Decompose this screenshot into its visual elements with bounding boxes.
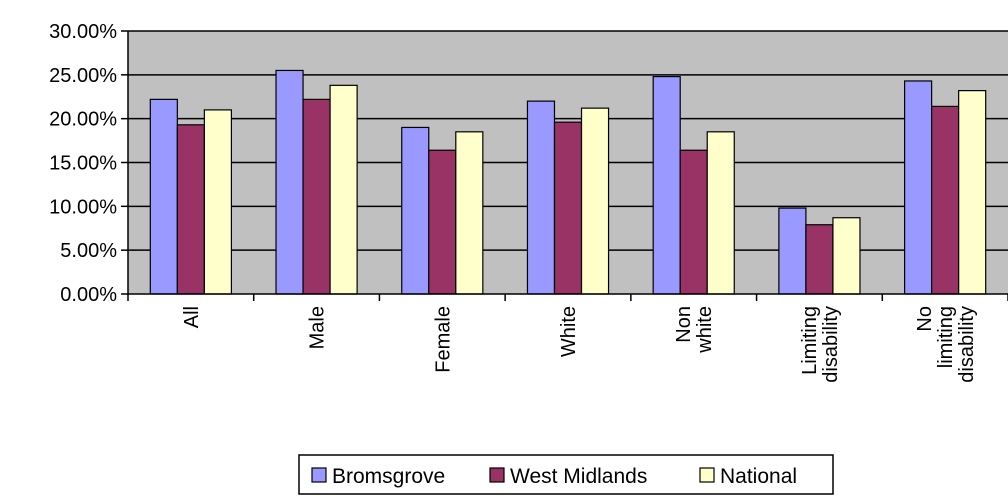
- bar-west-midlands: [679, 149, 708, 295]
- bar-west-midlands: [428, 149, 457, 295]
- x-category-label: white: [694, 306, 716, 354]
- bar-national: [455, 131, 484, 295]
- legend-swatch: [489, 467, 505, 483]
- bar-bromsgrove: [778, 207, 807, 295]
- y-tick-label: 20.00%: [49, 109, 117, 131]
- x-axis: All Male Female White Non white Limiting disabi…: [127, 293, 1008, 383]
- x-category-label: disability: [820, 306, 842, 383]
- legend-label: West Midlands: [510, 465, 647, 488]
- bar-national: [329, 84, 358, 295]
- bar-national: [832, 217, 861, 295]
- bar-national: [958, 90, 987, 295]
- bar-bromsgrove: [652, 75, 681, 295]
- legend-swatch: [699, 467, 715, 483]
- x-category-label: disability: [956, 306, 978, 383]
- y-tick-label: 25.00%: [49, 65, 117, 87]
- y-tick-label: 10.00%: [49, 196, 117, 218]
- bar-west-midlands: [302, 98, 331, 295]
- bar-bromsgrove: [526, 100, 556, 295]
- bar-west-midlands: [805, 224, 834, 295]
- bar-west-midlands: [176, 124, 205, 295]
- y-tick-label: 0.00%: [60, 284, 117, 306]
- y-tick-label: 30.00%: [49, 21, 117, 43]
- x-category-label: Limiting: [799, 306, 821, 375]
- legend-label: Bromsgrove: [332, 465, 445, 488]
- x-category-label: Non: [673, 306, 695, 343]
- x-category-label: limiting: [935, 306, 957, 368]
- legend-box: [298, 454, 834, 495]
- legend-swatch: [311, 467, 327, 483]
- y-axis: 0.00% 5.00% 10.00% 15.00% 20.00% 25.00% 30.00%: [49, 21, 129, 306]
- x-category-label: All: [181, 306, 203, 328]
- bar-national: [580, 107, 610, 295]
- legend: Bromsgrove West Midlands National: [298, 454, 834, 495]
- x-category-label: Female: [432, 306, 454, 373]
- y-tick-label: 5.00%: [60, 240, 117, 262]
- bar-bromsgrove: [275, 69, 304, 295]
- bar-west-midlands: [931, 105, 960, 295]
- bar-bromsgrove: [149, 98, 178, 295]
- x-category-label: White: [558, 306, 580, 357]
- y-tick-label: 15.00%: [49, 153, 117, 175]
- bar-national: [203, 109, 233, 295]
- bar-bromsgrove: [903, 80, 933, 295]
- bar-national: [706, 131, 735, 295]
- legend-label: National: [720, 465, 797, 488]
- plot-area: [128, 30, 1008, 295]
- x-category-label: No: [914, 306, 936, 332]
- bar-west-midlands: [553, 121, 583, 295]
- bar-bromsgrove: [401, 126, 430, 295]
- x-category-label: Male: [307, 306, 329, 349]
